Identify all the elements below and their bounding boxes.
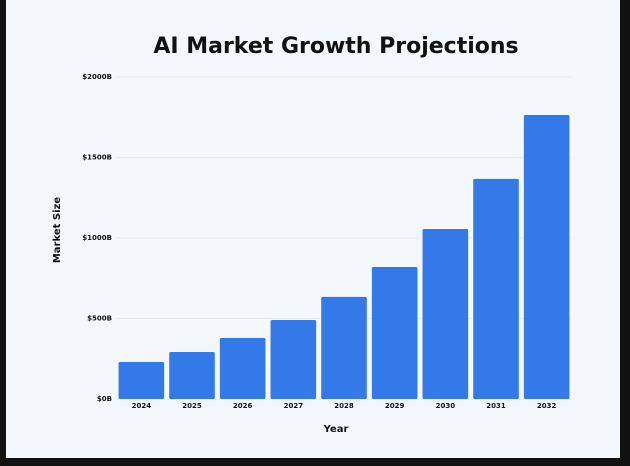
y-tick-label: $1000B: [82, 234, 112, 242]
x-tick-label: 2027: [284, 402, 304, 410]
x-tick-label: 2030: [436, 402, 456, 410]
bar: [422, 228, 469, 399]
y-tick-label: $0B: [97, 395, 112, 403]
x-tick-label: 2026: [233, 402, 253, 410]
x-tick-label: 2024: [132, 402, 152, 410]
x-tick-label: 2025: [182, 402, 202, 410]
bar: [118, 361, 165, 399]
y-tick-label: $2000B: [82, 73, 112, 81]
bar: [270, 319, 317, 399]
bar: [523, 114, 570, 399]
x-tick-label: 2029: [385, 402, 405, 410]
bar: [371, 266, 418, 399]
bar: [169, 351, 215, 399]
y-tick-label: $500B: [87, 315, 112, 323]
y-axis-label: Market Size: [52, 197, 63, 264]
x-tick-label: 2028: [334, 402, 354, 410]
y-tick-label: $1500B: [82, 154, 112, 162]
chart-title: AI Market Growth Projections: [153, 34, 518, 59]
bar: [219, 337, 266, 399]
x-tick-label: 2031: [486, 402, 506, 410]
x-axis-label: Year: [323, 424, 349, 435]
bar: [321, 296, 367, 399]
x-tick-label: 2032: [537, 402, 557, 410]
bar: [473, 178, 519, 399]
